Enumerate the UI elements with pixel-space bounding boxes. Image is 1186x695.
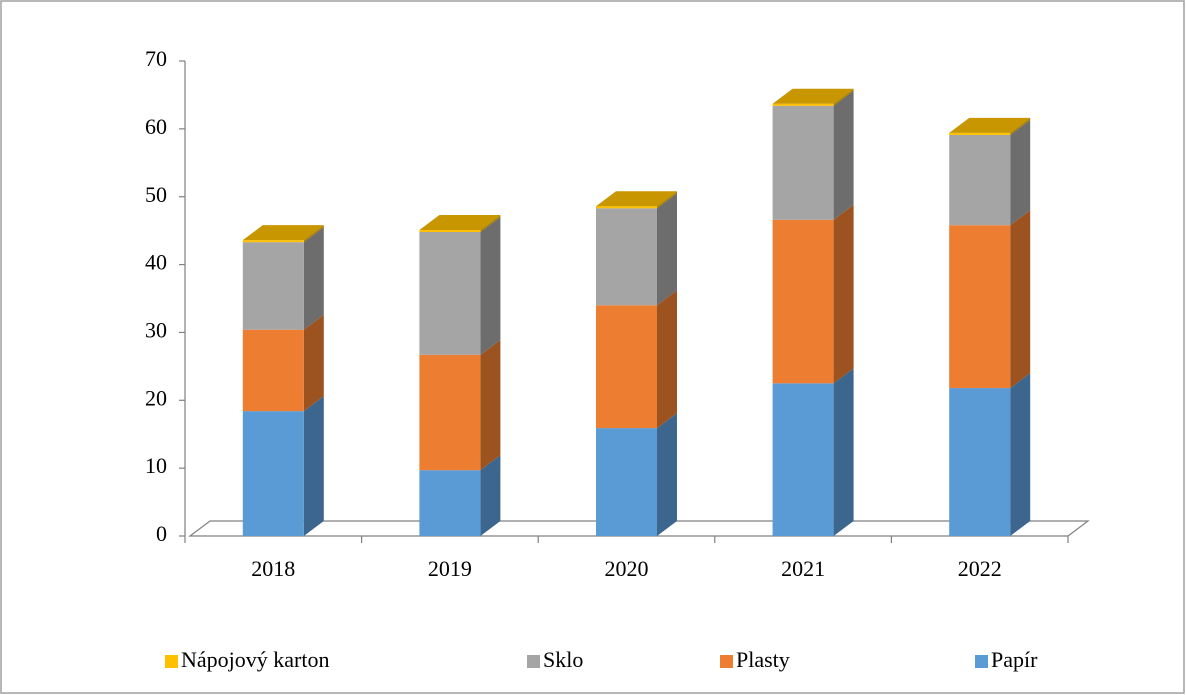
- bar-side: [833, 90, 854, 220]
- bar-side: [657, 191, 677, 209]
- legend-label: Plasty: [736, 647, 790, 672]
- bar: [772, 103, 834, 106]
- bar-side: [480, 214, 501, 232]
- bar-side: [657, 193, 677, 306]
- bar-top: [596, 191, 677, 207]
- bar-top: [419, 214, 501, 230]
- bar-side: [303, 225, 324, 243]
- y-tick-label: 40: [145, 250, 167, 275]
- bar: [596, 305, 657, 429]
- bar: [772, 383, 834, 536]
- bar-side: [480, 217, 501, 355]
- legend-label: Papír: [991, 647, 1038, 672]
- y-tick-label: 70: [145, 46, 167, 71]
- y-tick-label: 0: [156, 521, 167, 546]
- bar: [419, 229, 481, 232]
- bar: [419, 232, 481, 355]
- bar: [949, 225, 1011, 389]
- legend-label: Sklo: [543, 647, 583, 672]
- bar: [596, 206, 657, 209]
- bar-top: [772, 88, 854, 104]
- bar-side: [1010, 119, 1031, 226]
- bar: [596, 208, 657, 306]
- bar: [949, 132, 1011, 135]
- x-tick-label: 2021: [781, 556, 825, 581]
- bar: [419, 470, 481, 536]
- bar: [772, 219, 834, 384]
- bar-side: [303, 314, 324, 412]
- bar: [242, 329, 304, 412]
- bar: [242, 411, 304, 536]
- x-tick-label: 2019: [428, 556, 472, 581]
- bar: [419, 354, 481, 471]
- y-tick-label: 10: [145, 453, 167, 478]
- legend-swatch: [527, 655, 540, 668]
- bar: [949, 388, 1011, 536]
- bar-side: [1010, 117, 1031, 135]
- x-tick-label: 2020: [605, 556, 649, 581]
- bar: [949, 134, 1011, 226]
- bar-side: [480, 339, 501, 471]
- bar-top: [949, 117, 1031, 133]
- bar-side: [657, 290, 677, 429]
- bar-side: [1010, 210, 1031, 389]
- y-tick-label: 20: [145, 385, 167, 410]
- bar-side: [1010, 373, 1031, 536]
- legend-swatch: [720, 655, 733, 668]
- bar-side: [833, 88, 854, 106]
- x-tick-label: 2018: [251, 556, 295, 581]
- y-tick-label: 30: [145, 317, 167, 342]
- legend-label: Nápojový karton: [181, 647, 329, 672]
- bar-side: [833, 204, 854, 384]
- bar-side: [480, 455, 501, 536]
- bar-side: [303, 227, 324, 330]
- legend-swatch: [165, 655, 178, 668]
- x-tick-label: 2022: [958, 556, 1002, 581]
- bar: [242, 242, 304, 330]
- bar: [242, 240, 304, 243]
- y-tick-label: 60: [145, 114, 167, 139]
- bar: [772, 105, 834, 220]
- bar-top: [242, 225, 324, 241]
- legend-swatch: [975, 655, 988, 668]
- bar-side: [833, 368, 854, 536]
- bar-side: [657, 413, 677, 536]
- bar-side: [303, 396, 324, 536]
- y-tick-label: 50: [145, 182, 167, 207]
- bar: [596, 428, 657, 536]
